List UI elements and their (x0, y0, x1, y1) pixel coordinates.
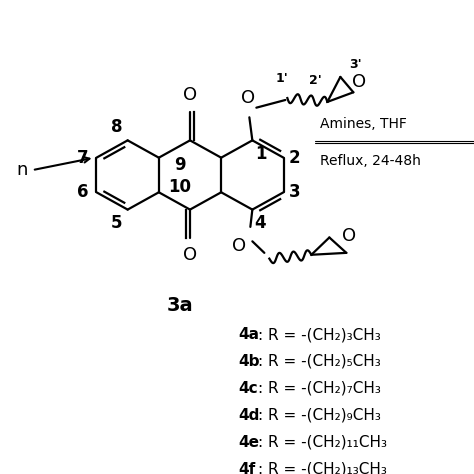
Text: 4f: 4f (238, 462, 255, 474)
Text: O: O (342, 227, 356, 245)
Text: 2': 2' (309, 73, 322, 87)
Text: : R = -(CH₂)₅CH₃: : R = -(CH₂)₅CH₃ (258, 354, 381, 369)
Text: 4b: 4b (238, 354, 259, 369)
Text: 3: 3 (289, 183, 300, 201)
Text: 1: 1 (255, 145, 267, 163)
Text: n: n (16, 161, 27, 179)
Text: O: O (232, 237, 246, 255)
Text: O: O (183, 246, 197, 264)
Text: : R = -(CH₂)₃CH₃: : R = -(CH₂)₃CH₃ (258, 327, 381, 342)
Text: : R = -(CH₂)₁₁CH₃: : R = -(CH₂)₁₁CH₃ (258, 435, 387, 450)
Text: 4c: 4c (238, 381, 258, 396)
Text: : R = -(CH₂)₇CH₃: : R = -(CH₂)₇CH₃ (258, 381, 381, 396)
Text: 9: 9 (174, 156, 186, 174)
Text: 4d: 4d (238, 408, 259, 423)
Text: 6: 6 (77, 183, 89, 201)
Text: : R = -(CH₂)₉CH₃: : R = -(CH₂)₉CH₃ (258, 408, 381, 423)
Text: 7: 7 (77, 149, 89, 167)
Text: 3a: 3a (167, 296, 193, 315)
Text: 5: 5 (111, 214, 123, 232)
Text: : R = -(CH₂)₁₃CH₃: : R = -(CH₂)₁₃CH₃ (258, 462, 387, 474)
Text: 1': 1' (276, 72, 289, 84)
Text: 8: 8 (111, 118, 123, 136)
Text: Amines, THF: Amines, THF (320, 117, 407, 131)
Text: O: O (241, 89, 255, 107)
Text: O: O (352, 73, 366, 91)
Text: 4e: 4e (238, 435, 259, 450)
Text: 4a: 4a (238, 327, 259, 342)
Text: 4: 4 (255, 214, 266, 232)
Text: 3': 3' (349, 58, 362, 71)
Text: O: O (183, 86, 197, 104)
Text: 10: 10 (168, 179, 191, 197)
Text: 2: 2 (289, 149, 300, 167)
Text: Reflux, 24-48h: Reflux, 24-48h (320, 154, 421, 168)
